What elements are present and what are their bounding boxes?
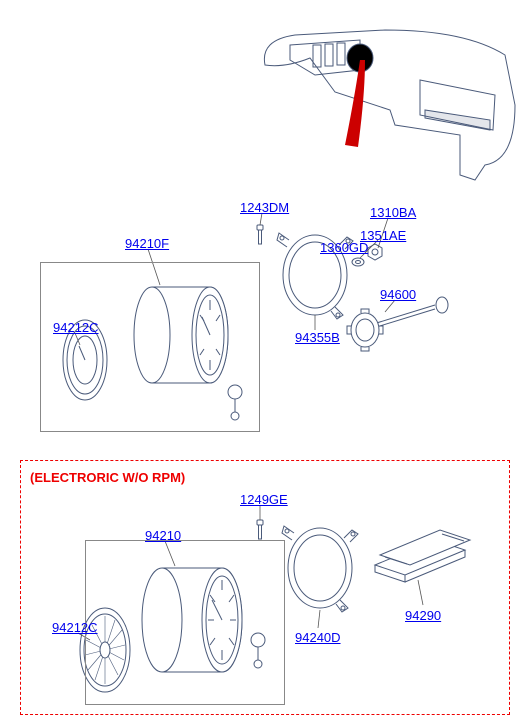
part-label-94212C-bottom[interactable]: 94212C bbox=[52, 620, 98, 635]
part-label-1243DM[interactable]: 1243DM bbox=[240, 200, 289, 215]
part-label-1360GD[interactable]: 1360GD bbox=[320, 240, 368, 255]
part-label-1310BA[interactable]: 1310BA bbox=[370, 205, 416, 220]
part-label-1249GE[interactable]: 1249GE bbox=[240, 492, 288, 507]
part-label-94600[interactable]: 94600 bbox=[380, 287, 416, 302]
part-label-94290[interactable]: 94290 bbox=[405, 608, 441, 623]
part-label-94240D[interactable]: 94240D bbox=[295, 630, 341, 645]
group-box-94210F bbox=[40, 262, 260, 432]
part-label-94210[interactable]: 94210 bbox=[145, 528, 181, 543]
section-title: (ELECTRORIC W/O RPM) bbox=[30, 470, 185, 485]
part-label-94210F[interactable]: 94210F bbox=[125, 236, 169, 251]
part-label-94212C-top[interactable]: 94212C bbox=[53, 320, 99, 335]
part-label-94355B[interactable]: 94355B bbox=[295, 330, 340, 345]
